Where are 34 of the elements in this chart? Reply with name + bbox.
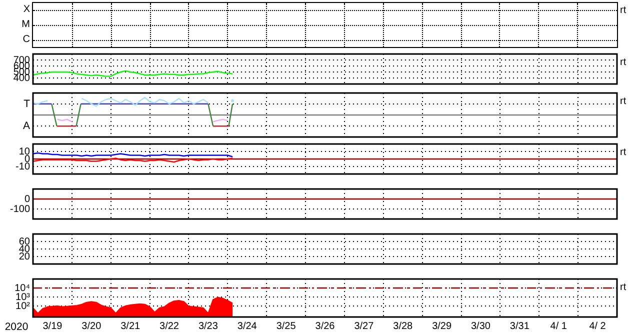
x-tick-label: 3/29 [432, 320, 452, 332]
y-tick-label: 20 [18, 251, 30, 262]
x-tick-label: 4/ 1 [550, 320, 568, 332]
y-tick-label: -100 [10, 204, 30, 215]
y-tick-label: 10² [16, 300, 31, 312]
x-tick-label: 3/21 [120, 320, 140, 332]
x-tick-label: 3/30 [471, 320, 491, 332]
text: rt [620, 56, 626, 68]
x-tick-label: 3/26 [315, 320, 336, 332]
x-axis-title: 2020 [4, 320, 28, 333]
x-tick-label: 3/31 [510, 320, 530, 332]
text: rt [620, 146, 626, 158]
x-tick-label: 3/23 [198, 320, 218, 332]
x-tick-label: 3/22 [160, 320, 180, 332]
x-tick-label: 3/20 [82, 320, 102, 332]
text: rt [620, 96, 626, 107]
x-tick-label: 3/27 [354, 320, 374, 332]
x-tick-label: 3/25 [276, 320, 296, 332]
x-tick-label: 3/24 [237, 320, 258, 332]
category-label: X [23, 4, 30, 16]
y-tick-label: 400 [13, 72, 30, 84]
x-tick-label: 4/ 2 [589, 320, 606, 332]
y-tick-label: 0 [24, 194, 30, 205]
category-label: C [22, 34, 30, 45]
y-tick-label: -10 [16, 161, 30, 172]
x-tick-label: 3/19 [42, 320, 63, 332]
category-label: M [22, 19, 30, 30]
x-tick-label: 3/28 [393, 320, 414, 332]
y-tick-label: 10⁴ [14, 282, 30, 294]
text: rt [620, 5, 626, 17]
category-label: T [24, 98, 30, 110]
text: rt [620, 282, 626, 293]
y-tick-label: 10³ [16, 292, 31, 303]
category-label: A [22, 120, 30, 132]
